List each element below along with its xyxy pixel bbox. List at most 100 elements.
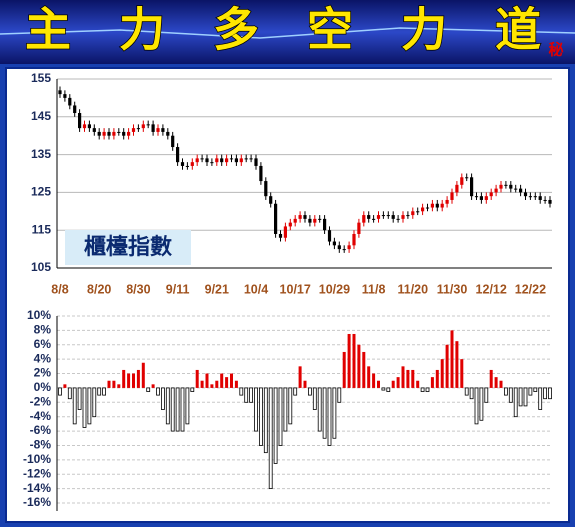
bar — [244, 387, 249, 403]
candle-body — [102, 131, 106, 136]
candle-body — [509, 184, 513, 189]
bar — [293, 387, 298, 396]
title-char: 力 — [119, 3, 165, 57]
candle-body — [538, 196, 542, 200]
y-tick-label: 4% — [34, 351, 52, 365]
candle-body — [548, 199, 552, 204]
candle-body — [283, 226, 287, 238]
candle-body — [259, 165, 263, 182]
bar — [141, 362, 145, 388]
candle-body — [298, 215, 302, 219]
bar — [298, 366, 302, 388]
candle-body — [376, 215, 381, 219]
x-tick-label: 10/17 — [280, 282, 311, 296]
bar — [386, 387, 391, 392]
candle-body — [435, 203, 439, 208]
bar — [538, 387, 543, 410]
x-tick-label: 11/8 — [362, 282, 386, 296]
candle-body — [141, 124, 145, 129]
x-tick-label: 12/22 — [515, 282, 546, 296]
bar — [411, 369, 415, 388]
x-tick-label: 8/20 — [87, 282, 111, 296]
candle-body — [445, 199, 449, 204]
y-tick-label: 6% — [34, 337, 52, 351]
bar — [401, 366, 405, 388]
bar — [435, 369, 439, 388]
y-tick-label: 145 — [31, 109, 51, 123]
bar — [117, 384, 121, 388]
bar — [156, 387, 160, 396]
candle-body — [519, 188, 523, 193]
candle-body — [528, 196, 532, 198]
bar — [337, 387, 342, 403]
candle-body — [254, 158, 258, 166]
candle-body — [205, 158, 209, 163]
candle-body — [185, 165, 189, 167]
bar — [107, 380, 111, 388]
bar — [518, 387, 523, 407]
candle-body — [523, 192, 528, 197]
bar — [317, 387, 322, 432]
candle-body — [421, 207, 425, 212]
y-tick-label: -2% — [30, 394, 52, 408]
candle-body — [161, 128, 165, 132]
candle-body — [239, 158, 243, 163]
candle-body — [303, 215, 307, 219]
bar — [332, 387, 337, 439]
candle-body — [411, 211, 415, 216]
panel — [5, 67, 570, 523]
candle-body — [195, 158, 199, 163]
bar — [523, 387, 528, 407]
bar — [67, 387, 72, 400]
bar — [87, 387, 92, 425]
bar — [102, 387, 106, 396]
candle-body — [474, 196, 479, 198]
candle-body — [533, 196, 537, 198]
bar — [239, 387, 244, 396]
candle-body — [352, 233, 356, 246]
candle-body — [406, 215, 410, 217]
bar — [489, 369, 493, 388]
candle-body — [337, 245, 341, 250]
bar — [528, 387, 533, 396]
candle-body — [249, 158, 253, 160]
candle-body — [514, 188, 518, 190]
bar — [263, 387, 268, 454]
candle-body — [484, 196, 488, 200]
bar — [215, 380, 219, 388]
bar — [322, 387, 327, 439]
candle-body — [489, 192, 493, 197]
y-tick-label: -4% — [30, 409, 52, 423]
bar — [396, 377, 400, 388]
bar — [430, 377, 434, 388]
bar — [464, 387, 469, 396]
candle-body — [63, 94, 67, 98]
badge: 秘 — [548, 41, 563, 59]
bar — [170, 387, 175, 432]
title-char: 力 — [401, 3, 447, 57]
y-tick-label: 125 — [31, 185, 51, 199]
bar — [77, 387, 82, 410]
candle-body — [430, 203, 434, 208]
candle-body — [171, 135, 175, 148]
y-tick-label: 2% — [34, 366, 52, 380]
bar — [92, 387, 97, 418]
bar — [303, 380, 307, 388]
candle-body — [367, 215, 371, 219]
bar — [327, 387, 332, 446]
bar — [180, 387, 185, 432]
bar — [225, 377, 229, 388]
candle-body — [68, 97, 72, 106]
header-bg — [0, 0, 575, 64]
y-tick-label: 135 — [31, 147, 51, 161]
candle-body — [156, 128, 160, 132]
candle-body — [293, 218, 297, 223]
bar — [455, 341, 459, 388]
y-tick-label: 115 — [32, 222, 52, 236]
bar — [97, 387, 102, 396]
candle-body — [220, 158, 224, 163]
y-tick-label: -10% — [23, 452, 51, 466]
y-tick-label: 105 — [31, 260, 51, 274]
bar — [377, 380, 380, 388]
bar — [513, 387, 518, 418]
